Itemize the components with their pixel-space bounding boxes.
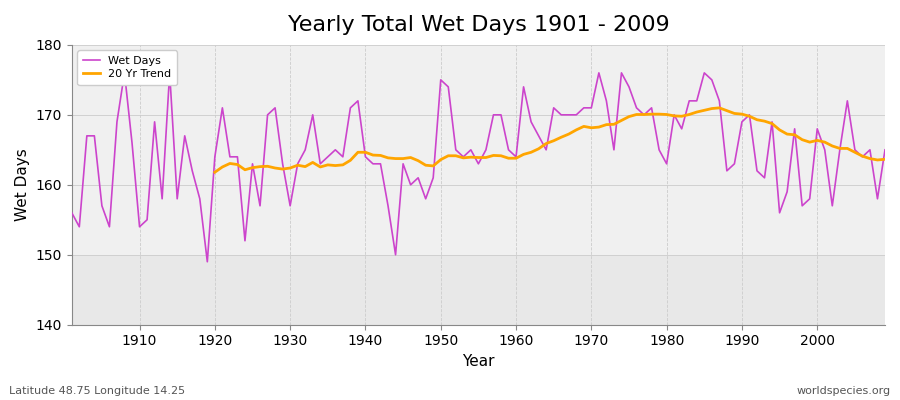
Wet Days — [134, 224, 145, 229]
Bar — [72, 45, 885, 255]
Wet Days — [518, 84, 529, 89]
Text: worldspecies.org: worldspecies.org — [796, 386, 891, 396]
Wet Days — [616, 70, 627, 75]
X-axis label: Year: Year — [462, 354, 495, 369]
20 Yr Trend — [292, 163, 303, 168]
Line: 20 Yr Trend: 20 Yr Trend — [215, 108, 885, 172]
Y-axis label: Wet Days: Wet Days — [15, 148, 30, 221]
20 Yr Trend — [510, 156, 521, 161]
Wet Days — [307, 112, 318, 117]
Wet Days — [879, 148, 890, 152]
Wet Days — [353, 98, 364, 103]
Line: Wet Days: Wet Days — [72, 73, 885, 262]
Wet Days — [526, 120, 536, 124]
Text: Latitude 48.75 Longitude 14.25: Latitude 48.75 Longitude 14.25 — [9, 386, 185, 396]
20 Yr Trend — [879, 157, 890, 162]
Wet Days — [119, 70, 130, 75]
20 Yr Trend — [503, 156, 514, 161]
Legend: Wet Days, 20 Yr Trend: Wet Days, 20 Yr Trend — [77, 50, 177, 85]
Wet Days — [67, 210, 77, 215]
20 Yr Trend — [338, 162, 348, 167]
20 Yr Trend — [601, 122, 612, 127]
Wet Days — [202, 259, 212, 264]
Title: Yearly Total Wet Days 1901 - 2009: Yearly Total Wet Days 1901 - 2009 — [287, 15, 670, 35]
